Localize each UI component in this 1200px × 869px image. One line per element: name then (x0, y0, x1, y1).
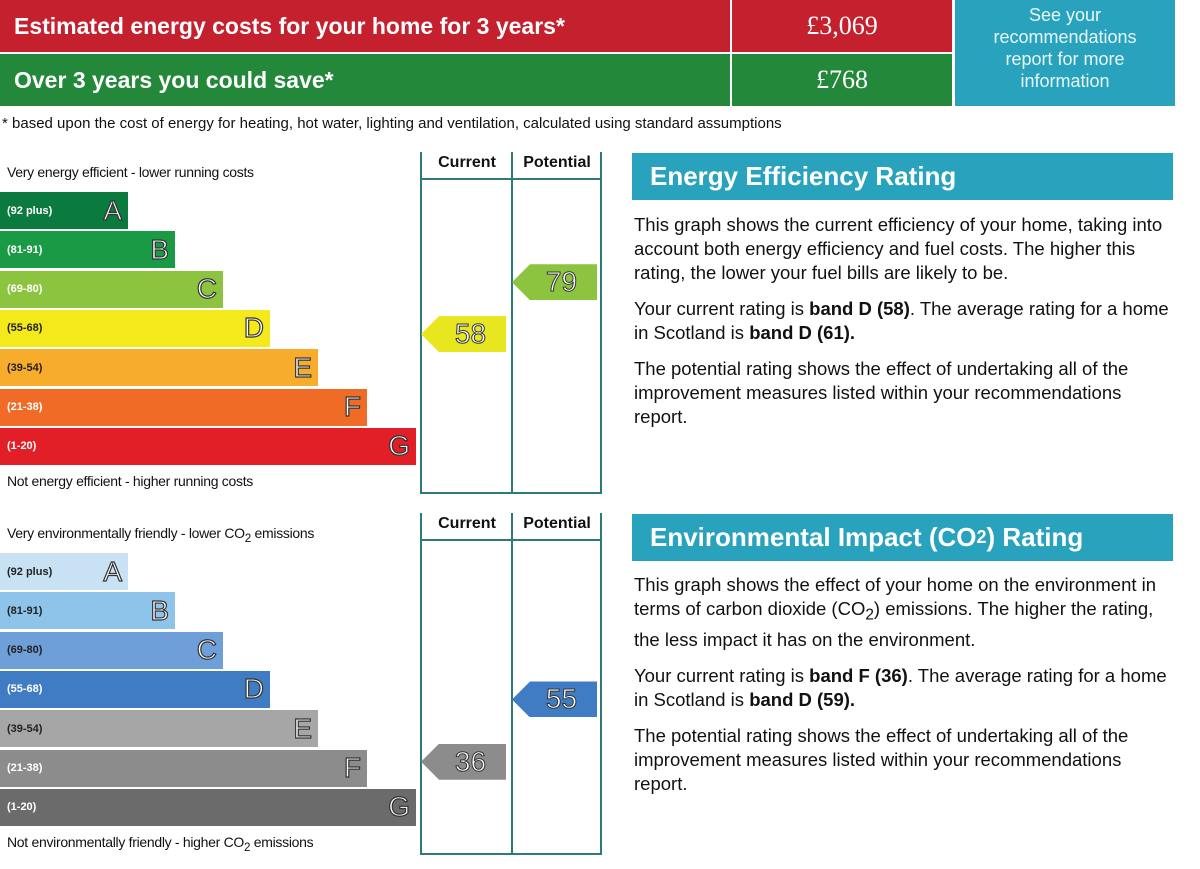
environmental-impact-description: This graph shows the effect of your home… (634, 574, 1167, 794)
band-f: (21-38) F (0, 749, 367, 787)
estimated-costs-value: £3,069 (732, 0, 952, 52)
band-range: (69-80) (7, 283, 43, 296)
band-letter: E (293, 351, 313, 383)
band-range: (39-54) (7, 722, 43, 735)
savings-label: Over 3 years you could save* (0, 54, 730, 106)
band-letter: C (196, 633, 217, 666)
potential-header: Potential (523, 154, 591, 171)
band-range: (55-68) (7, 322, 43, 335)
see-recommendations-box: See your recommendations report for more… (955, 0, 1175, 106)
band-b: (81-91) B (0, 231, 175, 269)
band-range: (55-68) (7, 683, 43, 696)
estimated-costs-label: Estimated energy costs for your home for… (0, 0, 730, 52)
band-b: (81-91) B (0, 592, 175, 630)
band-range: (81-91) (7, 243, 43, 256)
savings-value: £768 (732, 54, 952, 106)
band-f: (21-38) F (0, 388, 367, 426)
top-label: Very energy efficient - lower running co… (7, 164, 254, 180)
band-d: (55-68) D (0, 309, 270, 347)
rating-columns: Current Potential (420, 513, 602, 855)
rating-columns: Current Potential (420, 152, 602, 494)
band-a: (92 plus) A (0, 192, 128, 229)
current-rating-arrow: 36 (421, 743, 506, 780)
band-g: (1-20) G (0, 788, 416, 826)
potential-rating-arrow: 79 (512, 264, 597, 301)
band-letter: G (388, 791, 411, 823)
band-range: (81-91) (7, 604, 43, 617)
bottom-label: Not energy efficient - higher running co… (7, 473, 253, 489)
band-letter: F (343, 751, 361, 783)
band-letter: G (388, 430, 411, 462)
environmental-impact-chart: Very environmentally friendly - lower CO… (0, 513, 605, 858)
band-letter: B (150, 233, 170, 265)
footnote: * based upon the cost of energy for heat… (2, 115, 782, 132)
energy-efficiency-heading: Energy Efficiency Rating (632, 153, 1173, 200)
band-range: (21-38) (7, 401, 43, 413)
band-range: (1-20) (7, 801, 37, 814)
band-letter: D (243, 673, 264, 705)
band-e: (39-54) E (0, 349, 318, 387)
band-a: (92 plus) A (0, 553, 128, 590)
band-letter: D (243, 312, 264, 344)
bottom-label: Not environmentally friendly - higher CO… (7, 834, 314, 854)
band-range: (92 plus) (7, 204, 53, 217)
band-range: (39-54) (7, 361, 43, 374)
band-range: (21-38) (7, 762, 43, 774)
band-d: (55-68) D (0, 670, 270, 708)
band-range: (69-80) (7, 644, 43, 657)
current-header: Current (438, 154, 496, 171)
band-letter: F (343, 390, 361, 422)
band-g: (1-20) G (0, 427, 416, 465)
band-c: (69-80) C (0, 270, 223, 308)
environmental-impact-heading: Environmental Impact (CO 2) Rating (632, 514, 1173, 561)
top-label: Very environmentally friendly - lower CO… (7, 525, 315, 545)
band-range: (92 plus) (7, 565, 53, 578)
band-letter: A (103, 194, 123, 226)
potential-header: Potential (523, 515, 591, 532)
current-rating-arrow: 58 (421, 316, 506, 353)
band-letter: E (293, 712, 313, 744)
band-letter: B (150, 594, 170, 626)
energy-efficiency-description: This graph shows the current efficiency … (634, 214, 1169, 427)
band-letter: A (103, 555, 123, 587)
band-c: (69-80) C (0, 631, 223, 669)
potential-rating-arrow: 55 (512, 681, 597, 718)
current-header: Current (438, 515, 496, 532)
energy-efficiency-chart: Very energy efficient - lower running co… (0, 152, 605, 497)
band-range: (1-20) (7, 440, 37, 453)
band-letter: C (196, 272, 217, 305)
band-e: (39-54) E (0, 710, 318, 748)
